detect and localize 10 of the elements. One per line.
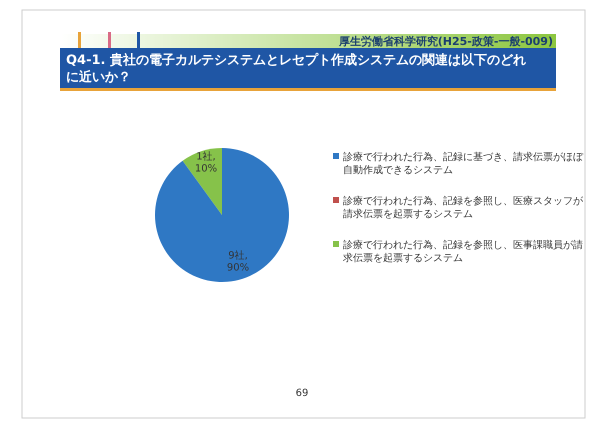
legend-label: 診療で行われた行為、記録を参照し、医療スタッフが請求伝票を起票するシステム bbox=[343, 195, 584, 220]
legend-label: 診療で行われた行為、記録に基づき、請求伝票がほぼ自動作成できるシステム bbox=[343, 151, 584, 176]
data-label: 9社, 90% bbox=[226, 249, 250, 274]
chart-subtitle: 厚生労働省科学研究(H25-政策-一般-009) bbox=[338, 35, 553, 48]
chart-title: Q4-1. 貴社の電子カルテシステムとレセプト作成システムの関連は以下のどれに近いか？ bbox=[66, 52, 526, 85]
legend-label: 診療で行われた行為、記録を参照し、医事課職員が請求伝票を起票するシステム bbox=[343, 239, 583, 264]
text: 69 bbox=[296, 388, 308, 399]
pie-slice bbox=[182, 148, 222, 215]
pie-slice bbox=[155, 148, 289, 282]
data-label: 1社, 10% bbox=[194, 150, 218, 175]
